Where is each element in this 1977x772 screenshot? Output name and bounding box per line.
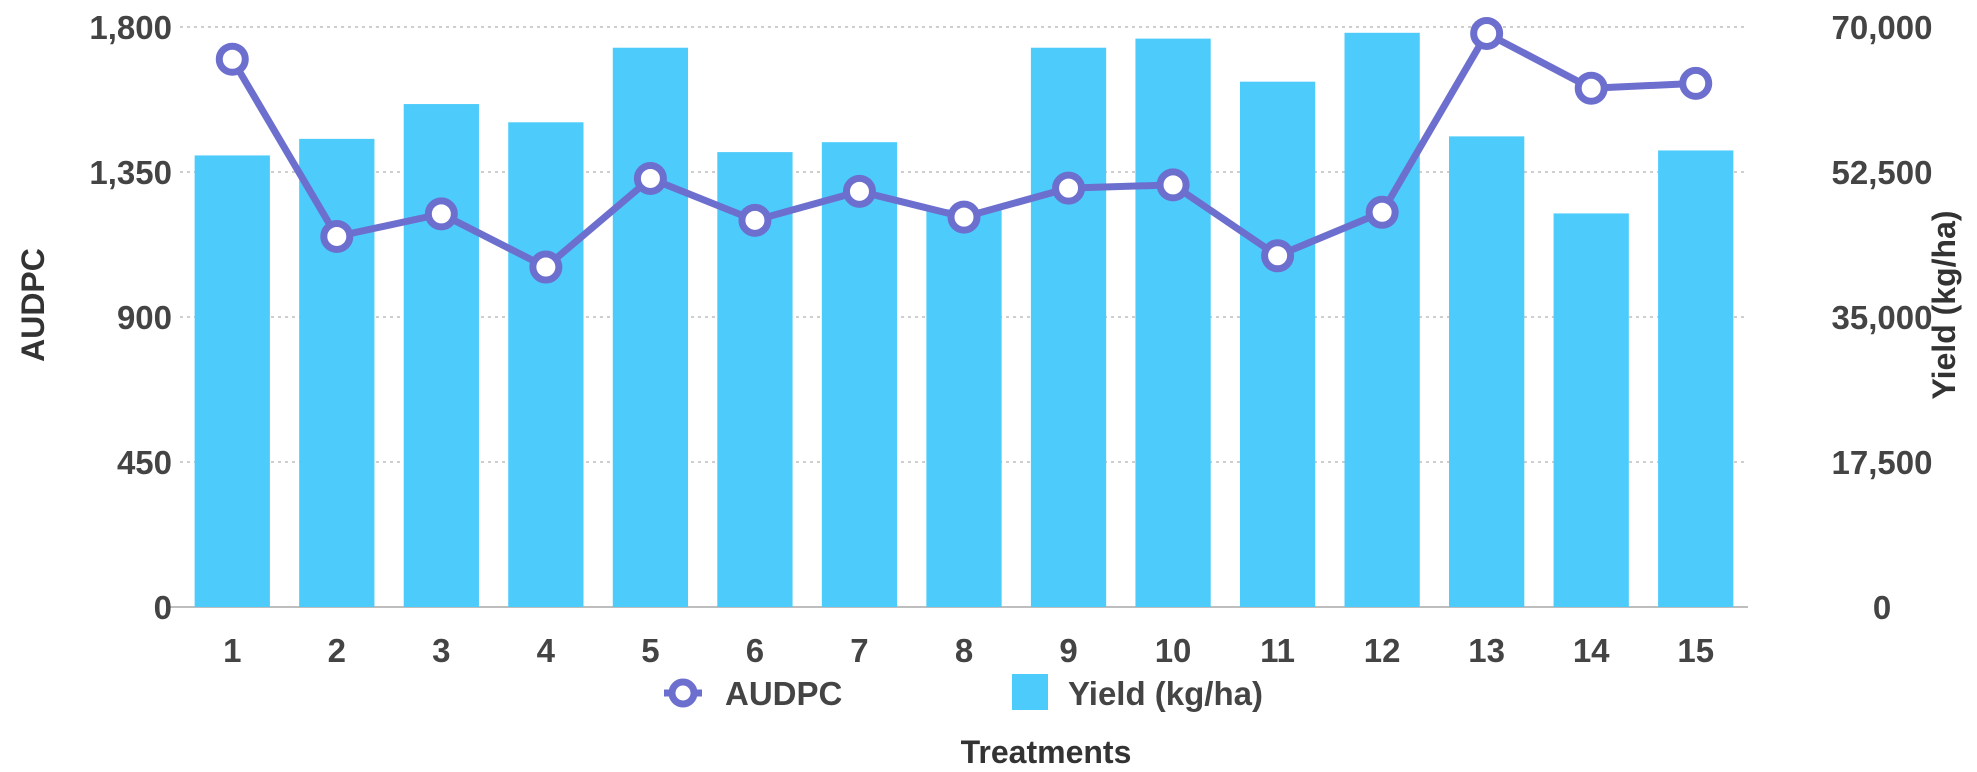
legend-item-audpc: AUDPC [664,675,842,712]
left-axis-title: AUDPC [15,248,51,362]
legend: AUDPC Yield (kg/ha) [664,674,1263,712]
legend-label-audpc: AUDPC [725,675,842,712]
audpc-point [1261,239,1295,273]
right-tick-label: 52,500 [1832,154,1933,191]
x-tick-label: 6 [746,632,764,669]
audpc-point [424,197,458,231]
yield-bar [1239,81,1316,607]
left-tick-label: 1,350 [89,154,172,191]
right-axis-title: Yield (kg/ha) [1926,210,1962,399]
audpc-point [1574,71,1608,105]
yield-bar [612,47,689,607]
audpc-point [738,203,772,237]
legend-label-yield: Yield (kg/ha) [1068,675,1263,712]
left-tick-label: 1,800 [89,9,172,46]
x-tick-label: 3 [432,632,450,669]
audpc-line [215,16,1713,284]
right-tick-label: 17,500 [1832,444,1933,481]
x-tick-label: 11 [1260,632,1295,669]
left-tick-label: 900 [117,299,172,336]
x-tick-label: 15 [1677,632,1714,669]
yield-bar [1030,47,1107,607]
yield-bar [1553,213,1629,607]
yield-bar [194,155,270,607]
audpc-point [215,42,249,76]
audpc-point [529,250,563,284]
x-tick-label: 7 [850,632,868,669]
x-tick-label: 9 [1059,632,1077,669]
yield-bars [194,32,1734,608]
legend-marker-swatch [668,678,698,708]
x-tick-label: 10 [1155,632,1192,669]
audpc-point [947,200,981,234]
legend-item-yield: Yield (kg/ha) [1012,674,1263,712]
yield-bar [1344,32,1420,608]
audpc-point [633,161,667,195]
yield-bar [403,104,479,608]
audpc-point [1156,168,1190,202]
x-tick-label: 13 [1468,632,1505,669]
right-tick-label: 35,000 [1832,299,1933,336]
yield-bar [1658,150,1734,607]
audpc-point [1679,66,1713,100]
axes: 0 0 450 17,500 900 35,000 1,350 52,500 1,800 70,0… [89,9,1932,669]
yield-bar [1135,38,1211,608]
x-tick-label: 12 [1364,632,1401,669]
x-axis-title: Treatments [961,734,1132,770]
right-tick-label: 70,000 [1832,9,1933,46]
x-tick-label: 14 [1573,632,1610,669]
audpc-point [1052,171,1086,205]
x-tick-label: 1 [223,632,241,669]
x-tick-label: 2 [328,632,346,669]
left-tick-label: 450 [117,444,172,481]
audpc-point [320,219,354,253]
audpc-point [1470,16,1504,50]
yield-bar [821,142,898,607]
legend-bar-swatch [1012,674,1048,710]
x-tick-label: 8 [955,632,973,669]
yield-bar [508,122,584,608]
audpc-point [1365,195,1399,229]
yield-bar [926,209,1002,608]
left-tick-label: 0 [154,589,172,626]
right-tick-label: 0 [1873,589,1891,626]
x-tick-label: 5 [641,632,659,669]
yield-bar [1449,136,1525,607]
yield-bar [299,138,375,607]
x-tick-label: 4 [537,632,556,669]
audpc-point [842,174,876,208]
